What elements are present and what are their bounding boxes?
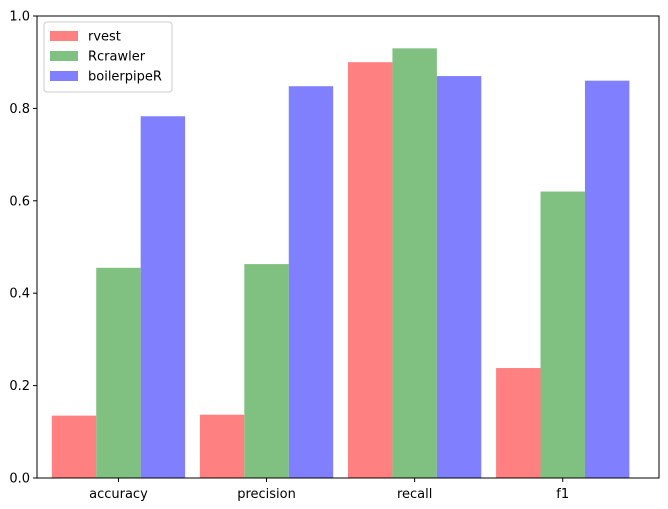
x-axis: accuracy precision recall f1 bbox=[89, 478, 569, 502]
x-tick-label-precision: precision bbox=[237, 487, 296, 502]
bar-rvest-f1 bbox=[496, 368, 541, 478]
y-tick-label: 0.2 bbox=[9, 379, 30, 394]
legend-label-boilerpiper: boilerpipeR bbox=[88, 70, 162, 85]
y-tick-label: 1.0 bbox=[9, 10, 30, 25]
legend-label-rcrawler: Rcrawler bbox=[88, 50, 146, 65]
y-tick-label: 0.0 bbox=[9, 472, 30, 487]
legend: rvest Rcrawler boilerpipeR bbox=[43, 21, 173, 93]
y-tick-label: 0.6 bbox=[9, 194, 30, 209]
bar-rcrawler-precision bbox=[244, 264, 289, 478]
legend-swatch-rvest bbox=[50, 31, 78, 41]
bar-rvest-recall bbox=[348, 62, 393, 478]
legend-label-rvest: rvest bbox=[88, 30, 121, 45]
x-tick-label-recall: recall bbox=[397, 487, 432, 502]
x-tick-label-accuracy: accuracy bbox=[89, 487, 148, 502]
bar-rvest-accuracy bbox=[51, 415, 97, 478]
legend-swatch-rcrawler bbox=[50, 51, 78, 61]
bar-boilerpiper-f1 bbox=[584, 80, 630, 479]
bar-boilerpiper-accuracy bbox=[140, 116, 186, 478]
bars-group bbox=[51, 48, 630, 479]
bar-rcrawler-accuracy bbox=[96, 267, 141, 478]
bar-boilerpiper-recall bbox=[436, 76, 482, 478]
bar-boilerpiper-precision bbox=[288, 86, 334, 478]
plot-frame bbox=[36, 15, 660, 479]
legend-swatch-boilerpiper bbox=[50, 71, 78, 81]
y-axis: 0.0 0.2 0.4 0.6 0.8 1.0 bbox=[9, 10, 37, 487]
x-tick-label-f1: f1 bbox=[556, 487, 569, 502]
bar-rcrawler-f1 bbox=[540, 191, 585, 478]
y-tick-label: 0.8 bbox=[9, 102, 30, 117]
y-tick-label: 0.4 bbox=[9, 287, 30, 302]
bar-rvest-precision bbox=[199, 414, 245, 478]
bar-rcrawler-recall bbox=[392, 48, 437, 479]
